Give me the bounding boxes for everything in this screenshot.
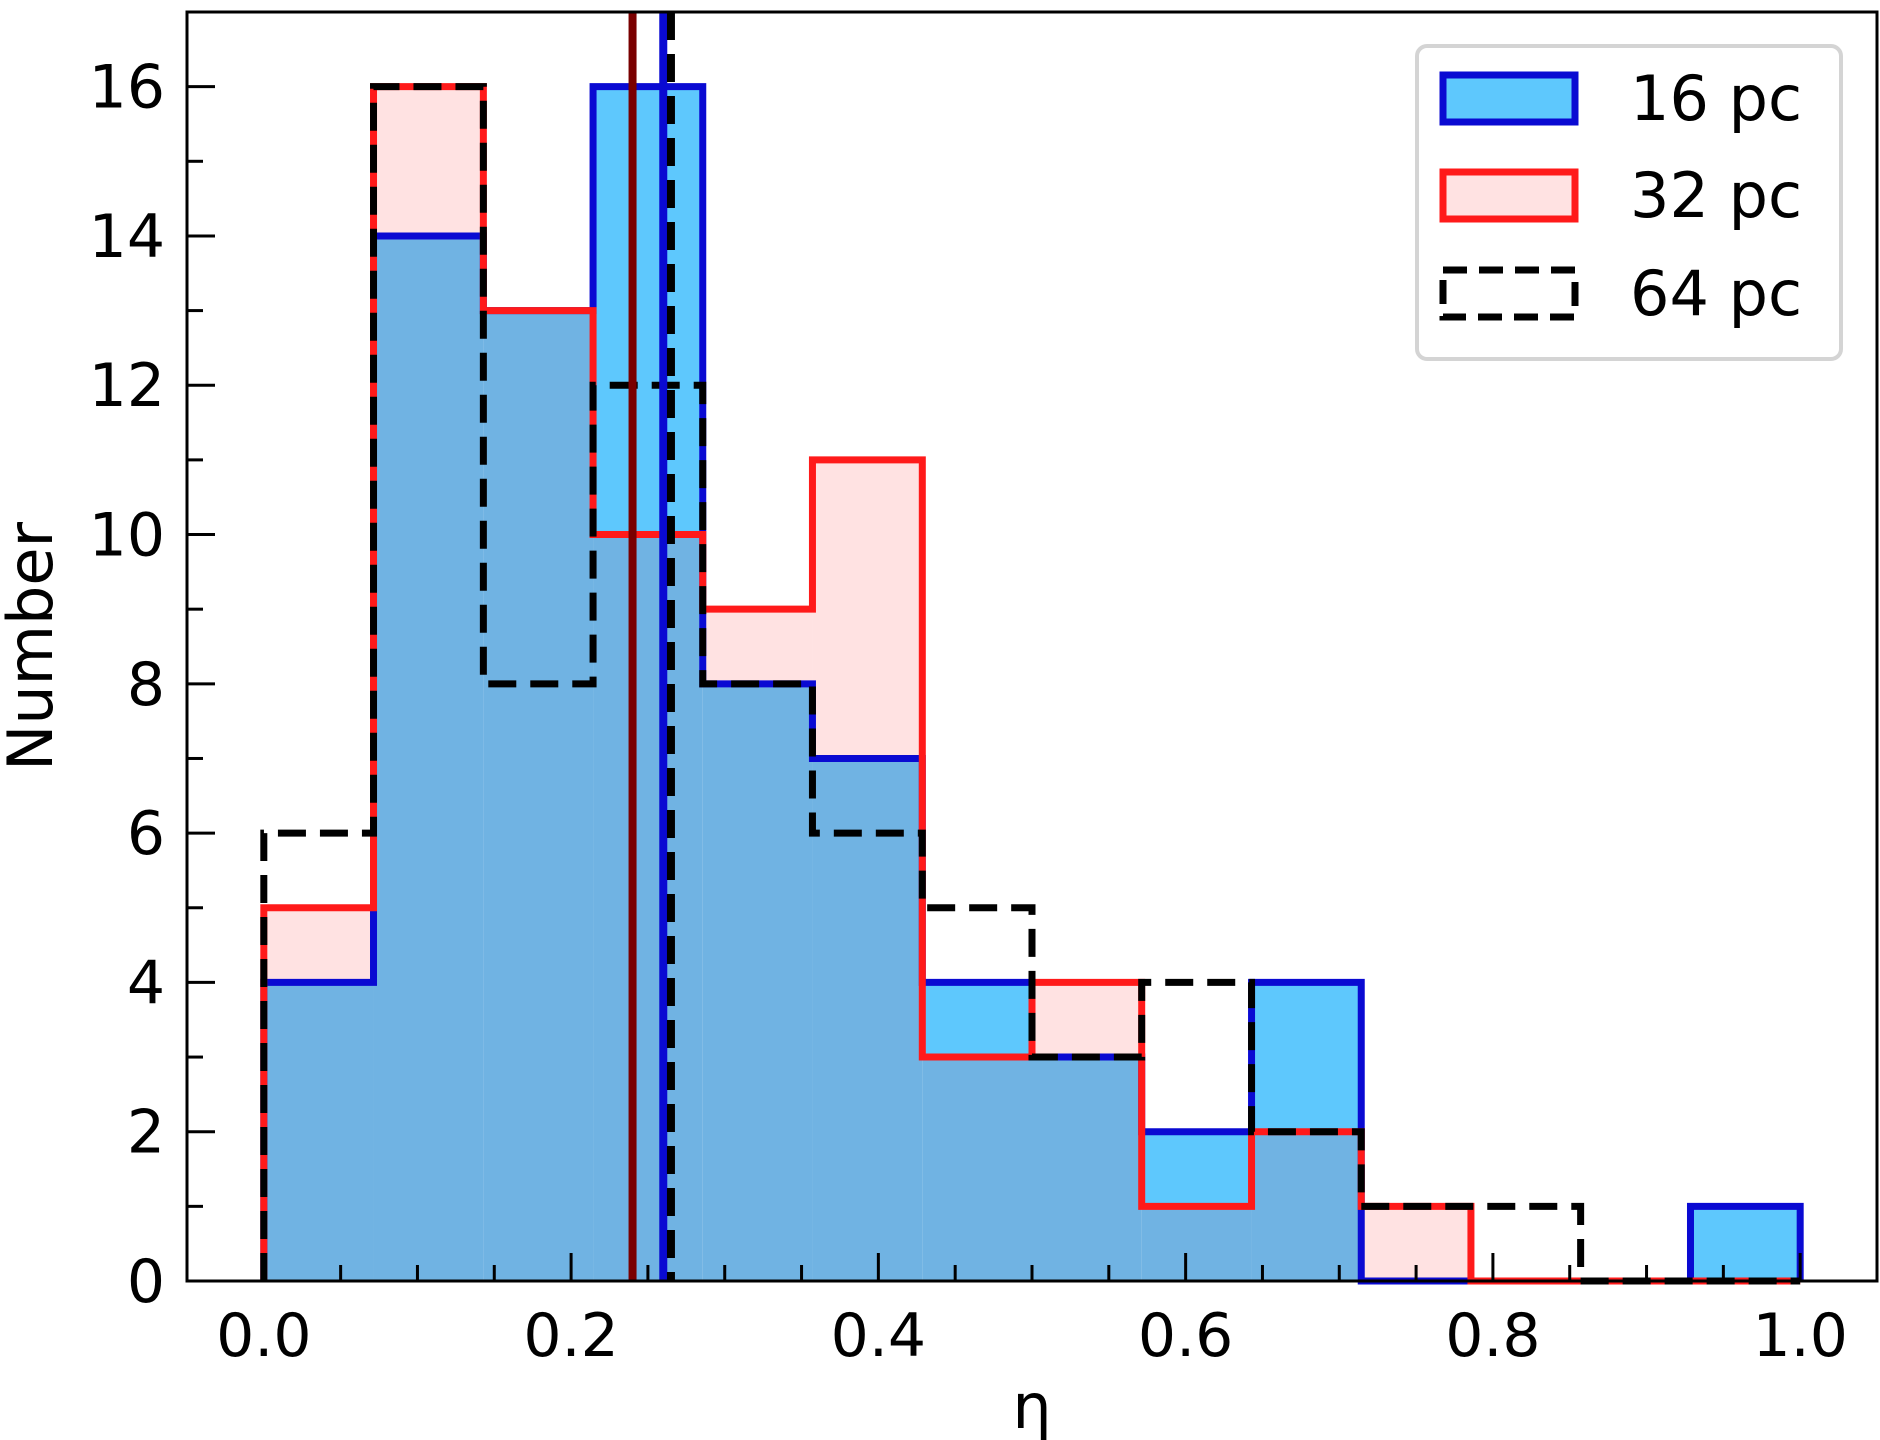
y-tick-label: 14 [89, 202, 165, 272]
x-tick-label: 0.4 [831, 1301, 926, 1371]
legend-label: 32 pc [1630, 159, 1802, 232]
y-tick-label: 8 [127, 650, 165, 720]
y-tick-label: 12 [89, 351, 165, 421]
x-tick-label: 0.2 [523, 1301, 618, 1371]
histogram-fills [263, 86, 1801, 1282]
y-tick-label: 4 [127, 948, 165, 1018]
bar-excess-4 [702, 609, 813, 684]
bar-excess-0 [263, 907, 374, 983]
axis-ticks [187, 10, 1802, 1283]
x-tick-label: 1.0 [1752, 1301, 1847, 1371]
bar-overlap-9 [1251, 1131, 1362, 1281]
bar-excess-13 [1690, 1206, 1801, 1281]
bar-excess-1 [373, 86, 484, 236]
legend: 16 pc 32 pc 64 pc [1415, 44, 1843, 361]
x-tick-label: 0.6 [1138, 1301, 1233, 1371]
y-tick-label: 16 [89, 53, 165, 123]
x-tick-label: 0.8 [1445, 1301, 1540, 1371]
bar-overlap-0 [263, 982, 374, 1281]
bar-excess-8 [1141, 1131, 1252, 1207]
axis-tick-labels: 0 2 4 6 8 10 12 14 16 0.0 0.2 0.4 0.6 0.8 1.0 [89, 53, 1848, 1371]
y-tick-label: 0 [127, 1247, 165, 1317]
bar-overlap-6 [922, 1057, 1032, 1281]
bar-overlap-2 [483, 310, 594, 1281]
legend-swatch-64pc [1439, 266, 1579, 321]
y-tick-label: 6 [127, 799, 165, 869]
bar-excess-6 [922, 982, 1032, 1058]
x-axis-title: η [1012, 1370, 1051, 1440]
y-axis-title: Number [0, 521, 67, 771]
median-lines [628, 12, 675, 1281]
y-tick-label: 10 [89, 501, 165, 571]
bar-overlap-3 [593, 534, 703, 1281]
bar-overlap-8 [1141, 1206, 1252, 1281]
legend-label: 64 pc [1630, 257, 1802, 330]
y-tick-label: 2 [127, 1098, 165, 1168]
bar-excess-9 [1251, 982, 1362, 1132]
legend-swatch-32pc [1439, 168, 1579, 223]
outline-64pc [260, 83, 1801, 1285]
bar-overlap-7 [1032, 1057, 1142, 1281]
bar-overlap-4 [702, 683, 813, 1281]
bar-excess-3 [593, 86, 703, 535]
bar-overlap-1 [373, 235, 484, 1282]
x-tick-label: 0.0 [216, 1301, 311, 1371]
legend-swatch-16pc [1439, 71, 1579, 126]
legend-label: 16 pc [1630, 62, 1802, 135]
bar-excess-7 [1032, 982, 1142, 1058]
bar-overlap-5 [812, 758, 923, 1281]
bar-excess-5 [812, 459, 923, 759]
